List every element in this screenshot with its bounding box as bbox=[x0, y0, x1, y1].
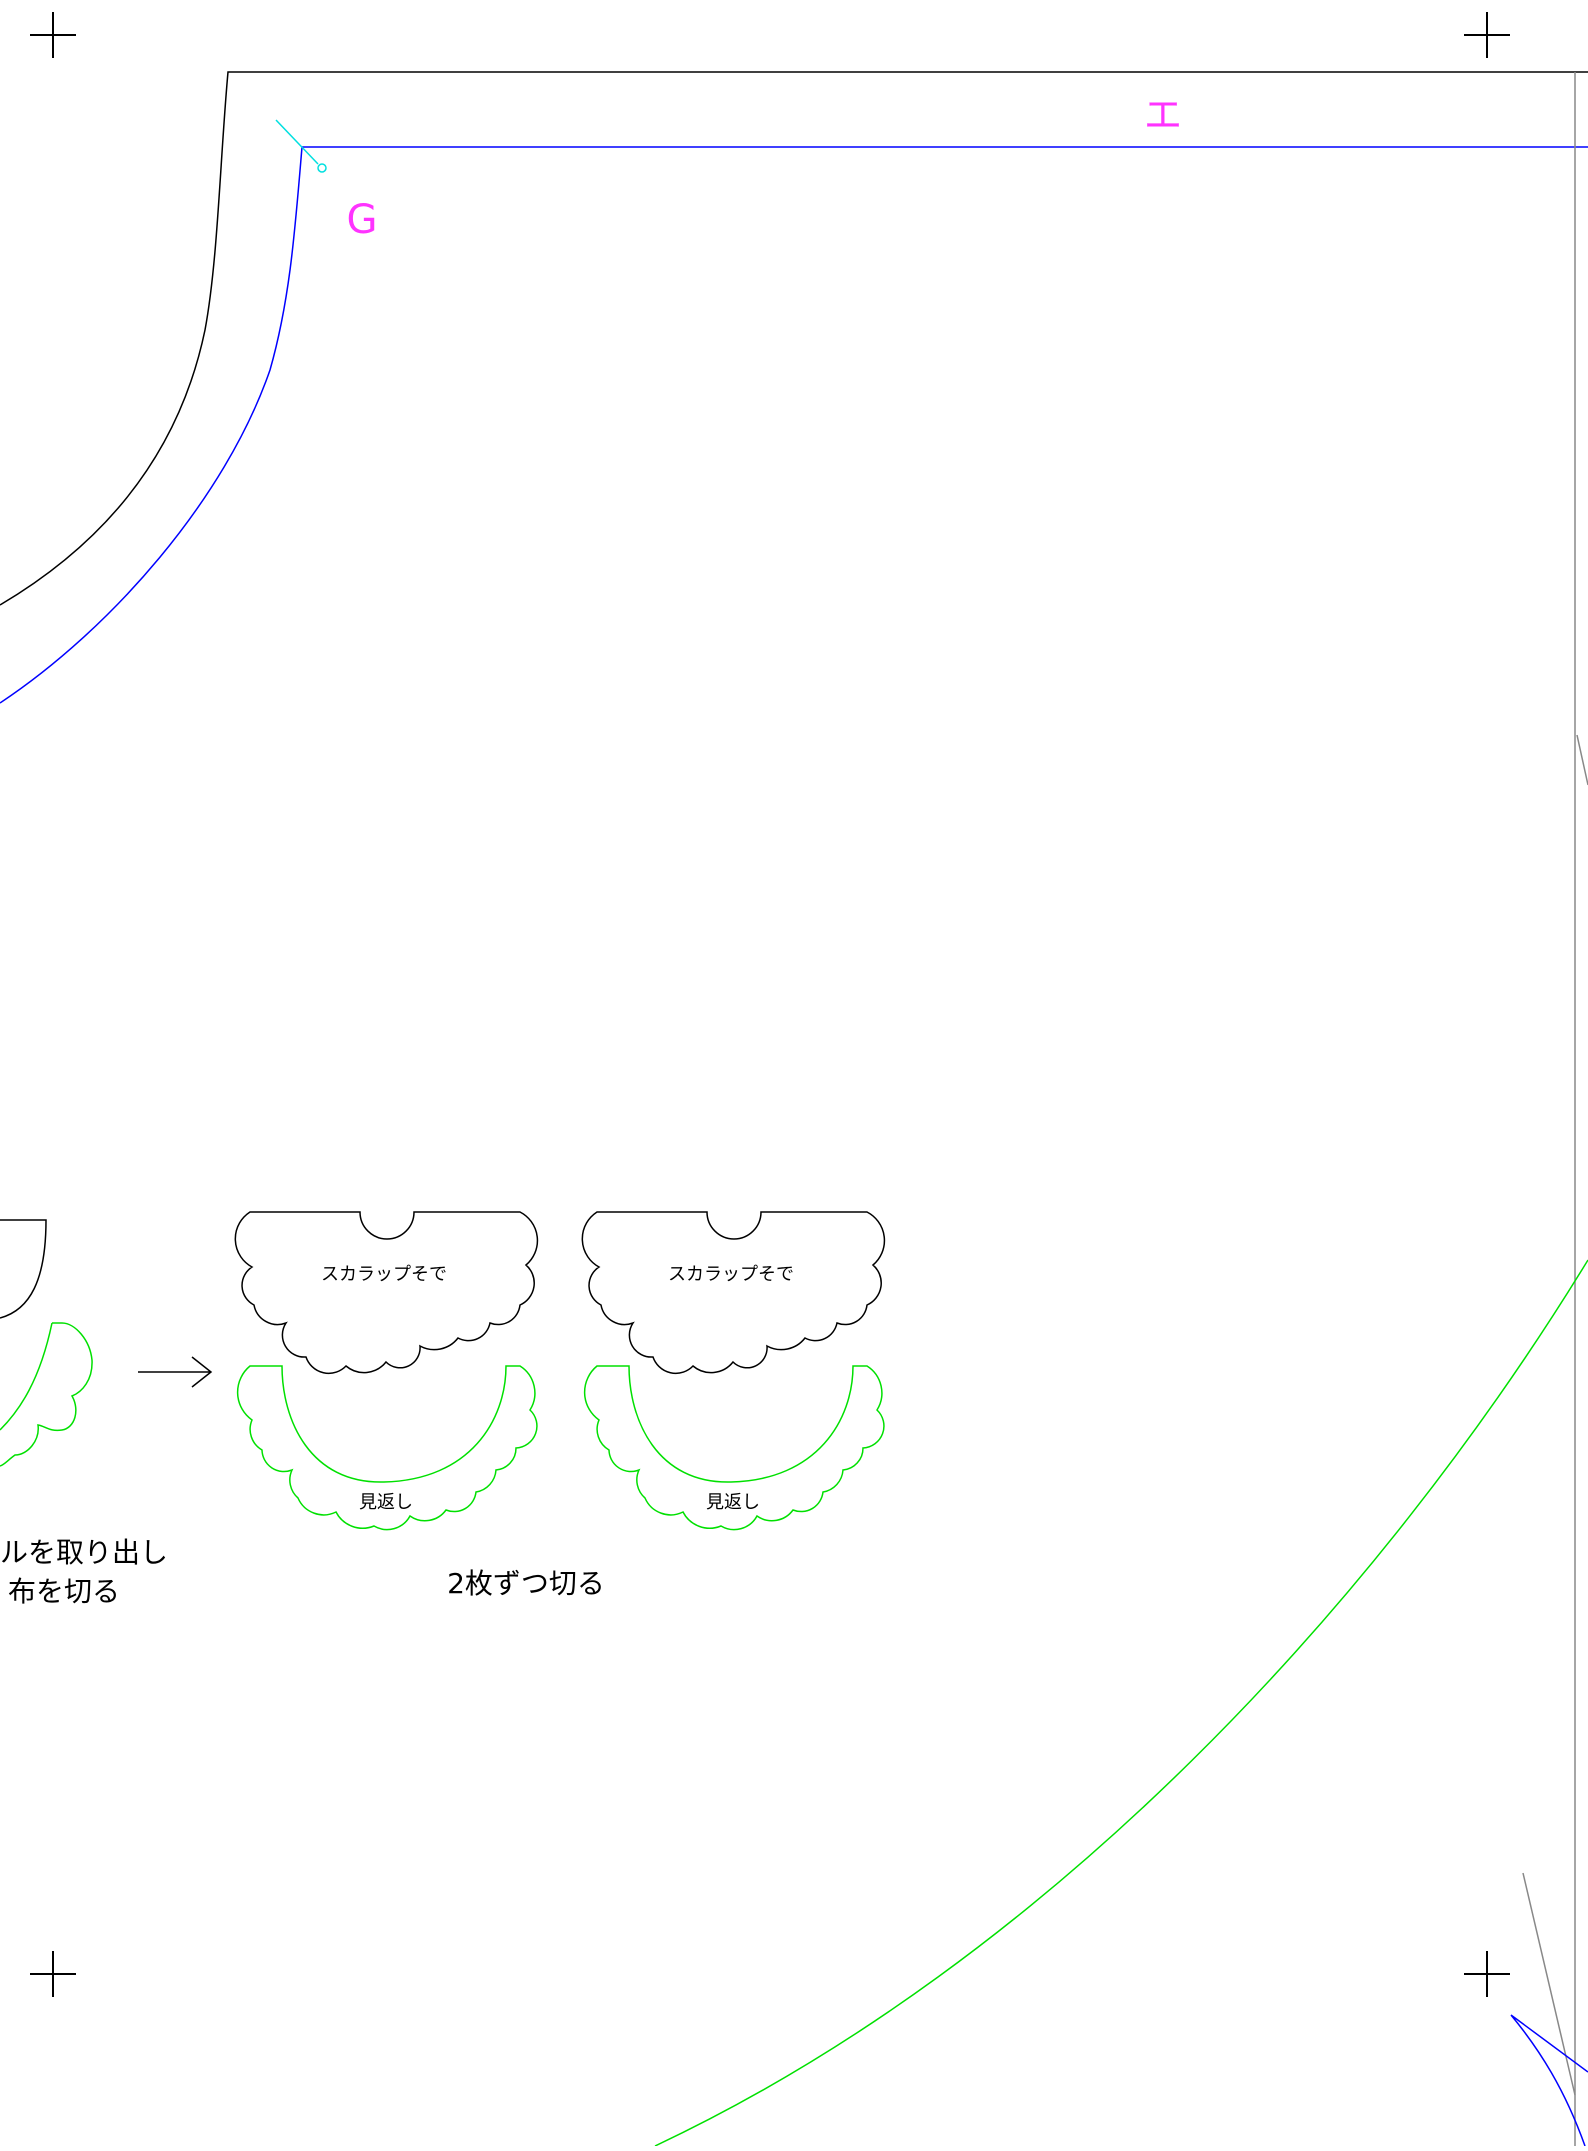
arrow-right-icon bbox=[138, 1356, 213, 1388]
instruction-cut-two-each: 2枚ずつ切る bbox=[447, 1567, 605, 1600]
point-label-e: エ bbox=[1144, 93, 1182, 137]
facing-piece-outline bbox=[583, 1365, 885, 1531]
bodice-seam-line bbox=[0, 146, 1588, 704]
left-piece-facing-partial bbox=[0, 1322, 93, 1467]
sleeve-piece-label: スカラップそで bbox=[321, 1264, 447, 1285]
facing-piece-label: 見返し bbox=[359, 1492, 413, 1513]
registration-marks bbox=[30, 12, 1510, 1997]
sleeve-piece-2: スカラップそで bbox=[581, 1211, 886, 1375]
instruction-left-line-2: 布を切る bbox=[8, 1575, 120, 1608]
left-piece-sleeve-partial bbox=[0, 1219, 47, 1319]
crosshair-bottom-left bbox=[30, 1951, 76, 1997]
bodice-cut-line bbox=[0, 71, 1588, 606]
notch-mark-g bbox=[275, 119, 327, 173]
facing-piece-label: 見返し bbox=[706, 1492, 760, 1513]
crosshair-top-right bbox=[1464, 12, 1510, 58]
facing-piece-1: 見返し bbox=[236, 1365, 538, 1531]
sleeve-piece-label: スカラップそで bbox=[668, 1264, 794, 1285]
guide-tick-right bbox=[1576, 734, 1588, 786]
point-label-g: G bbox=[347, 197, 378, 243]
seam-corner-bottom-right bbox=[1510, 2014, 1588, 2147]
crosshair-bottom-right bbox=[1464, 1951, 1510, 1997]
sleeve-piece-1: スカラップそで bbox=[234, 1211, 539, 1375]
sleeve-piece-outline bbox=[234, 1211, 539, 1375]
facing-piece-2: 見返し bbox=[583, 1365, 885, 1531]
hem-facing-curve bbox=[654, 1259, 1588, 2147]
instruction-left-line-1: ルを取り出し bbox=[0, 1536, 168, 1569]
sleeve-piece-outline bbox=[581, 1211, 886, 1375]
facing-piece-outline bbox=[236, 1365, 538, 1531]
crosshair-top-left bbox=[30, 12, 76, 58]
guide-line-bottom-right bbox=[1522, 1872, 1576, 2096]
